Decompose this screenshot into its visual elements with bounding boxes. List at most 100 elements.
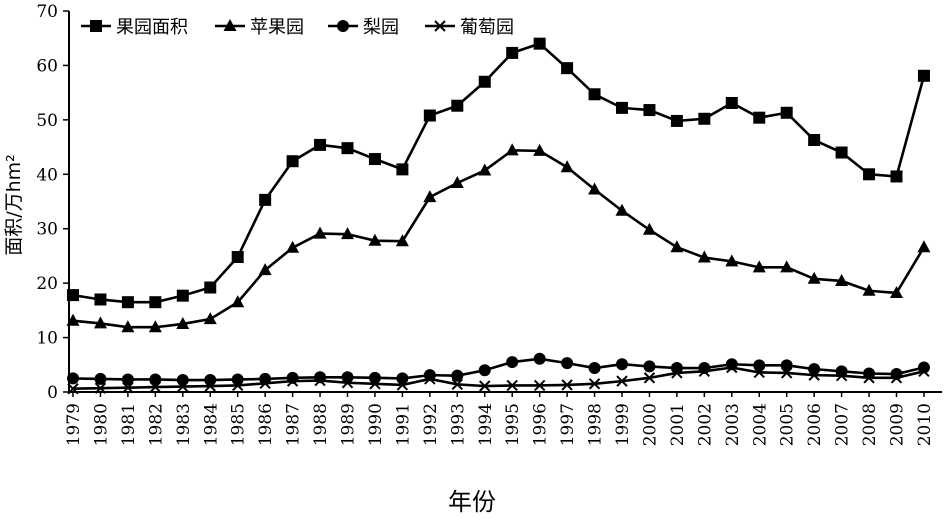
data-point (231, 295, 245, 308)
data-point (863, 168, 876, 181)
x-tick-label: 1990 (366, 403, 386, 446)
data-point (451, 369, 464, 382)
data-point (148, 320, 162, 333)
series-3 (67, 352, 930, 387)
x-tick-label: 1981 (119, 403, 139, 446)
x-tick-label: 1979 (64, 403, 84, 446)
data-point (67, 372, 79, 385)
data-point (561, 379, 573, 391)
y-tick-label: 60 (36, 56, 58, 76)
data-point (807, 271, 821, 284)
data-point (642, 222, 656, 235)
data-point (670, 114, 683, 127)
series-4 (67, 361, 930, 395)
data-point (890, 170, 903, 183)
data-point (479, 380, 491, 392)
y-tick-label: 30 (36, 220, 58, 240)
data-point (890, 372, 903, 384)
data-point (396, 372, 409, 385)
data-point (780, 260, 794, 273)
data-point (616, 101, 628, 114)
data-point (451, 99, 464, 112)
x-tick-label: 2006 (805, 403, 825, 446)
y-tick-label: 70 (36, 2, 58, 22)
data-point (560, 160, 574, 173)
x-tick-label: 1984 (201, 403, 221, 446)
data-point (176, 289, 189, 302)
data-point (835, 273, 849, 286)
data-point (67, 289, 79, 302)
data-point (94, 293, 107, 306)
data-point (533, 143, 547, 156)
data-point (423, 369, 436, 382)
x-tick-label: 2001 (668, 403, 688, 446)
legend-marker (434, 20, 446, 32)
x-tick-label: 1982 (146, 403, 166, 446)
data-point (94, 372, 107, 385)
data-point (368, 233, 382, 246)
data-point (149, 296, 162, 309)
data-point (697, 250, 711, 263)
data-point (66, 313, 80, 326)
data-point (835, 369, 848, 382)
data-point (917, 361, 930, 374)
data-point (478, 75, 491, 88)
data-point (341, 227, 354, 240)
data-point (725, 96, 738, 109)
data-point (203, 312, 217, 325)
data-point (862, 283, 876, 296)
data-point (94, 382, 107, 394)
data-point (314, 374, 326, 387)
data-point (917, 240, 931, 253)
data-point (505, 143, 519, 156)
data-point (368, 153, 381, 166)
data-point (67, 383, 79, 395)
data-point (533, 352, 546, 365)
data-point (396, 163, 409, 176)
data-point (698, 112, 711, 125)
legend-label: 梨园 (363, 17, 399, 38)
data-point (423, 109, 436, 122)
x-tick-label: 2007 (833, 403, 853, 446)
x-tick-label: 1983 (174, 403, 194, 446)
data-point (588, 362, 601, 375)
data-point (588, 378, 601, 390)
legend-label: 葡萄园 (460, 17, 514, 38)
data-point (890, 285, 903, 298)
x-tick-label: 2003 (723, 403, 743, 446)
data-point (423, 190, 437, 203)
data-point (808, 369, 820, 381)
data-point (341, 377, 354, 389)
data-point (670, 240, 684, 253)
data-point (259, 377, 271, 389)
data-point (752, 260, 766, 273)
data-point (478, 163, 492, 176)
data-point (643, 104, 656, 117)
data-point (231, 373, 244, 386)
y-axis-title: 面积/万hm² (3, 154, 25, 256)
x-tick-label: 1988 (311, 403, 331, 446)
data-point (396, 379, 409, 391)
data-point (533, 379, 546, 392)
data-point (121, 373, 134, 386)
legend: 果园面积 苹果园 梨园 葡萄园 (81, 17, 514, 38)
legend-label: 苹果园 (250, 17, 304, 38)
data-point (478, 364, 491, 377)
data-point (506, 46, 519, 59)
data-point (369, 378, 381, 390)
y-tick-label: 50 (36, 111, 58, 131)
legend-item: 苹果园 (215, 17, 304, 38)
x-tick-label: 1997 (558, 403, 578, 446)
data-point (341, 142, 354, 155)
x-tick-label: 2010 (915, 403, 935, 446)
legend-item: 葡萄园 (425, 17, 514, 38)
data-point (286, 375, 299, 387)
legend-label: 果园面积 (116, 17, 188, 38)
data-point (149, 381, 162, 393)
x-tick-label: 1993 (448, 403, 468, 446)
data-point (615, 203, 629, 216)
x-tick-label: 2004 (750, 403, 770, 446)
x-tick-label: 1996 (531, 403, 551, 446)
data-point (395, 234, 409, 247)
